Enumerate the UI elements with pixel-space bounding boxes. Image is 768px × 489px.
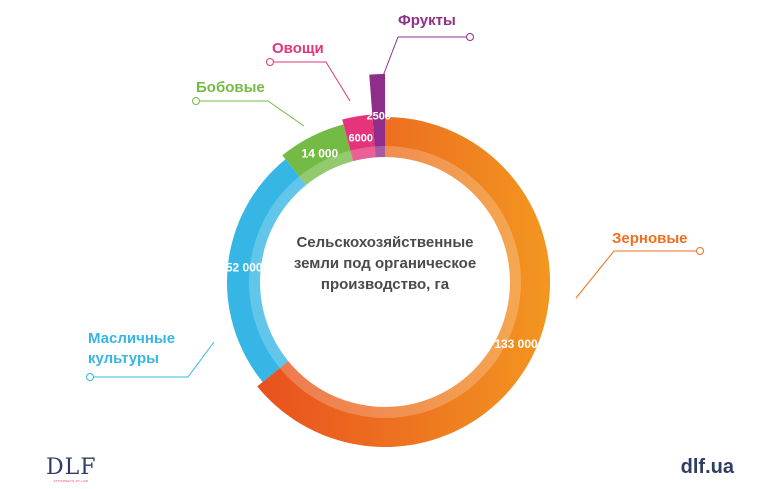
slice-grain [257,117,550,448]
category-label-vegetables: Овощи [272,40,324,57]
chart-title-line-2: земли под органическое [293,255,477,272]
category-label-oilseed: культуры [88,350,159,367]
leader-line-legumes [196,100,305,127]
category-label-legumes: Бобовые [196,79,265,96]
site-logo: dlf.ua [680,456,734,478]
value-label-legumes: 14 000 [302,147,339,161]
slice-oilseed-inner-band [248,176,307,369]
slice-vegetables [342,114,376,162]
category-label-fruit: Фрукты [398,12,456,29]
value-label-oilseed: 52 000 [226,261,263,275]
leader-line-grain [575,250,700,299]
value-label-grain: 133 000 [494,337,538,351]
slice-vegetables-inner-band [350,146,376,162]
chart-title-line-3: производство, га [320,276,450,293]
value-label-fruit: 2500 [366,111,390,123]
leader-dot-vegetables [266,58,274,66]
slice-grain-inner-band [279,146,521,418]
leader-dot-fruit [466,33,474,41]
leader-line-vegetables [270,61,351,102]
dlf-logo-tagline: ATTORNEYS-AT-LAW [53,479,89,483]
chart-title: Сельскохозяйственные земли под органичес… [255,232,515,295]
category-label-oilseed: Масличные [88,330,175,347]
slice-fruit-inner-band [374,146,385,158]
leader-line-oilseed [90,341,215,378]
category-label-grain: Зерновые [612,230,688,247]
slice-oilseed [226,159,307,382]
leader-dot-legumes [192,97,200,105]
slice-fruit [369,74,385,158]
leader-line-fruit [382,36,470,77]
chart-title-line-1: Сельскохозяйственные [296,234,474,251]
slice-legumes-inner-band [299,150,354,185]
leader-dot-grain [696,247,704,255]
dlf-logo-mark: DLF [46,455,97,480]
value-label-vegetables: 6000 [348,133,372,145]
leader-dot-oilseed [86,373,94,381]
slice-legumes [282,124,354,185]
dlf-logo: DLF ATTORNEYS-AT-LAW [46,455,97,484]
